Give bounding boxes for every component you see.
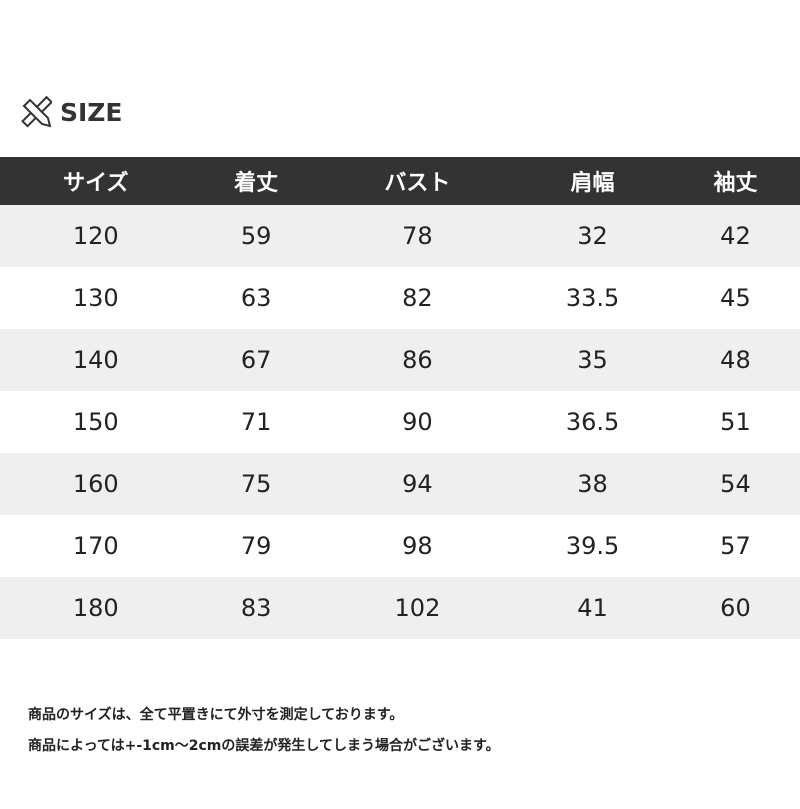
header-sleeve: 袖丈: [670, 157, 800, 205]
table-row: 180 83 102 41 60: [0, 577, 800, 639]
size-table: サイズ 着丈 バスト 肩幅 袖丈 120 59 78 32 42 130 63 82 33.5 4…: [0, 157, 800, 639]
cell-sleeve: 60: [670, 577, 800, 639]
cell-sleeve: 48: [670, 329, 800, 391]
cell-sleeve: 54: [670, 453, 800, 515]
ruler-pencil-icon: [21, 96, 52, 128]
cell-shoulder: 39.5: [565, 532, 620, 560]
cell-shoulder: 41: [514, 577, 671, 639]
cell-bust: 98: [402, 532, 433, 560]
cell-length: 63: [240, 284, 272, 312]
cell-sleeve: 45: [720, 284, 751, 312]
cell-length: 79: [240, 532, 272, 560]
cell-shoulder: 38: [514, 453, 671, 515]
table-row: 150 71 90 36.5 51: [0, 391, 800, 453]
cell-bust: 86: [320, 329, 515, 391]
cell-sleeve: 51: [720, 408, 751, 436]
table-row: 130 63 82 33.5 45: [0, 267, 800, 329]
cell-shoulder: 32: [514, 205, 671, 267]
cell-length: 71: [240, 408, 272, 436]
cell-length: 75: [191, 453, 321, 515]
notes: 商品のサイズは、全て平置きにて外寸を測定しております。 商品によっては+-1cm…: [28, 700, 500, 762]
cell-size: 180: [0, 577, 192, 639]
table-row: 140 67 86 35 48: [0, 329, 800, 391]
cell-length: 83: [191, 577, 321, 639]
cell-bust: 90: [402, 408, 433, 436]
header-row: サイズ 着丈 バスト 肩幅 袖丈: [0, 157, 800, 205]
table-row: 120 59 78 32 42: [0, 205, 800, 267]
section-title: SIZE: [20, 96, 123, 128]
cell-size: 120: [0, 205, 192, 267]
cell-shoulder: 35: [514, 329, 671, 391]
cell-sleeve: 57: [720, 532, 751, 560]
header-length: 着丈: [191, 157, 321, 205]
header-shoulder: 肩幅: [514, 157, 671, 205]
cell-size: 140: [0, 329, 192, 391]
note-line: 商品のサイズは、全て平置きにて外寸を測定しております。: [28, 707, 404, 723]
title-label: SIZE: [60, 97, 123, 127]
table-row: 170 79 98 39.5 57: [0, 515, 800, 577]
note-line: 商品によっては+-1cm～2cmの誤差が発生してしまう場合がございます。: [28, 738, 500, 754]
header-bust: バスト: [320, 157, 515, 205]
cell-size: 150: [72, 408, 119, 436]
cell-size: 160: [0, 453, 192, 515]
cell-length: 59: [191, 205, 321, 267]
cell-shoulder: 36.5: [565, 408, 620, 436]
cell-size: 170: [72, 532, 119, 560]
header-size: サイズ: [0, 157, 192, 205]
cell-size: 130: [72, 284, 119, 312]
cell-bust: 102: [320, 577, 515, 639]
cell-bust: 78: [320, 205, 515, 267]
cell-bust: 94: [320, 453, 515, 515]
cell-sleeve: 42: [670, 205, 800, 267]
cell-shoulder: 33.5: [565, 284, 620, 312]
table-row: 160 75 94 38 54: [0, 453, 800, 515]
cell-bust: 82: [402, 284, 433, 312]
cell-length: 67: [191, 329, 321, 391]
